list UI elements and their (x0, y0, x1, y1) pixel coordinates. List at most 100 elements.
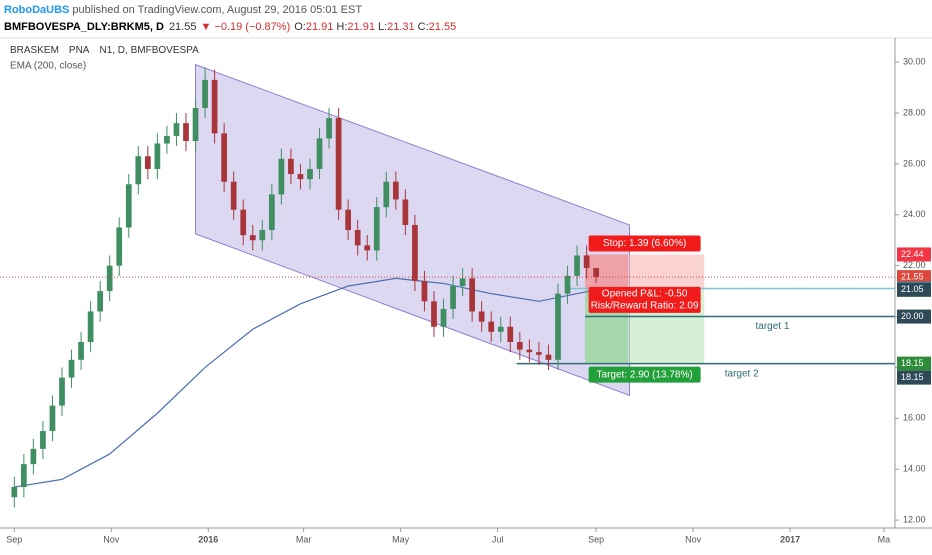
ema-line (14, 277, 597, 488)
candle-body (440, 308, 447, 327)
indicator-legend: EMA (200, close) (10, 61, 86, 72)
candle-body (373, 207, 380, 251)
legend-name: BRASKEM (10, 45, 59, 56)
price-badge-label: 18.15 (901, 372, 924, 382)
candle-body (230, 181, 237, 210)
stop-zone-elapsed (585, 254, 628, 290)
candle-body (87, 311, 94, 342)
candle-body (211, 79, 218, 134)
candle-body (555, 293, 561, 360)
y-tick-label: 28.00 (903, 107, 926, 117)
candle-body (497, 326, 504, 332)
pnl-label-box (588, 286, 701, 313)
candle-body (583, 255, 590, 268)
candle-body (97, 291, 104, 312)
candle-body (116, 227, 123, 266)
y-tick-label: 22.00 (903, 260, 926, 270)
candle-body (335, 118, 342, 210)
candle-body (364, 245, 371, 251)
candle-body (192, 107, 199, 141)
o-label: O: (294, 21, 306, 33)
candle-body (383, 181, 390, 208)
candle-body (421, 280, 428, 302)
price-badge-label: 22.44 (901, 249, 924, 259)
x-tick-label: Jul (492, 534, 504, 544)
candle-body (307, 168, 313, 180)
candle-body (488, 321, 495, 332)
candle-body (288, 158, 294, 175)
published: published on TradingView.com, August 29,… (72, 4, 362, 16)
symbol: BMFBOVESPA_DLY:BRKM5, D (4, 21, 164, 33)
candle-body (106, 265, 113, 292)
price-badge-label: 21.05 (901, 284, 924, 294)
price-badge-label: 21.55 (901, 271, 924, 281)
candle-body (412, 224, 418, 281)
x-tick-label: Nov (103, 534, 120, 544)
candle-body (431, 301, 437, 327)
y-tick-label: 24.00 (903, 209, 926, 219)
x-tick-label: Sep (6, 534, 22, 544)
legend-class: PNA (69, 45, 90, 56)
candle-body (11, 487, 18, 498)
candle-body (240, 209, 247, 236)
candle-body (259, 230, 266, 241)
candle-body (516, 341, 523, 350)
price-badge (897, 282, 931, 297)
candle-body (40, 431, 46, 449)
candle-body (144, 156, 151, 169)
price-badge (897, 356, 931, 371)
header: RoboDaUBS published on TradingView.com, A… (4, 4, 362, 16)
candle-body (574, 255, 580, 276)
price-badge-label: 18.15 (901, 358, 924, 368)
candle-body (78, 341, 84, 360)
candle-body (49, 405, 56, 432)
candle-body (402, 199, 409, 225)
candle-body (202, 79, 208, 108)
candle-body (278, 158, 285, 195)
price-badge (897, 247, 931, 262)
candle-body (316, 138, 323, 169)
candle-body (125, 184, 132, 228)
stop-label: Stop: 1.39 (6.60%) (603, 238, 686, 249)
x-tick-label: Nov (685, 534, 702, 544)
y-tick-label: 14.00 (903, 464, 926, 474)
price-badge (897, 370, 931, 385)
candle-body (469, 278, 476, 312)
pnl-label: Opened P&L: -0.50 (602, 288, 688, 299)
candle-body (354, 230, 361, 246)
candle-body (173, 123, 180, 136)
candle-body (135, 156, 142, 185)
candle-body (392, 181, 399, 200)
x-tick-label: May (392, 534, 410, 544)
candle-body (30, 448, 37, 465)
candle-body (345, 209, 352, 231)
l: 21.31 (387, 21, 415, 33)
candle-body (154, 143, 161, 169)
horizontal-line-label: target 2 (725, 368, 759, 379)
candle-body (249, 235, 256, 241)
price-badge-label: 20.00 (901, 311, 924, 321)
y-tick-label: 30.00 (903, 56, 926, 66)
candle-body (59, 377, 65, 406)
x-tick-label: Sep (588, 534, 604, 544)
candle-body (164, 135, 170, 144)
candle-body (536, 352, 542, 355)
candle-body (183, 123, 189, 141)
stop-label-box (588, 235, 701, 252)
candle-body (459, 278, 466, 287)
o: 21.91 (306, 21, 334, 33)
candle-body (268, 194, 275, 231)
x-tick-label: 2017 (780, 534, 800, 544)
candle-body (564, 275, 571, 294)
y-tick-label: 12.00 (903, 514, 926, 524)
candle-body (450, 286, 456, 309)
legend-info: N1, D, BMFBOVESPA (99, 45, 199, 56)
symbol-line: BMFBOVESPA_DLY:BRKM5, D 21.55 ▼ −0.19 (−0.… (4, 21, 456, 33)
legend: BRASKEM PNA N1, D, BMFBOVESPA (10, 45, 199, 56)
x-tick-label: Ma (878, 534, 891, 544)
c-label: C: (418, 21, 429, 33)
x-tick-label: 2016 (198, 534, 218, 544)
horizontal-line-label: target 1 (756, 321, 790, 332)
